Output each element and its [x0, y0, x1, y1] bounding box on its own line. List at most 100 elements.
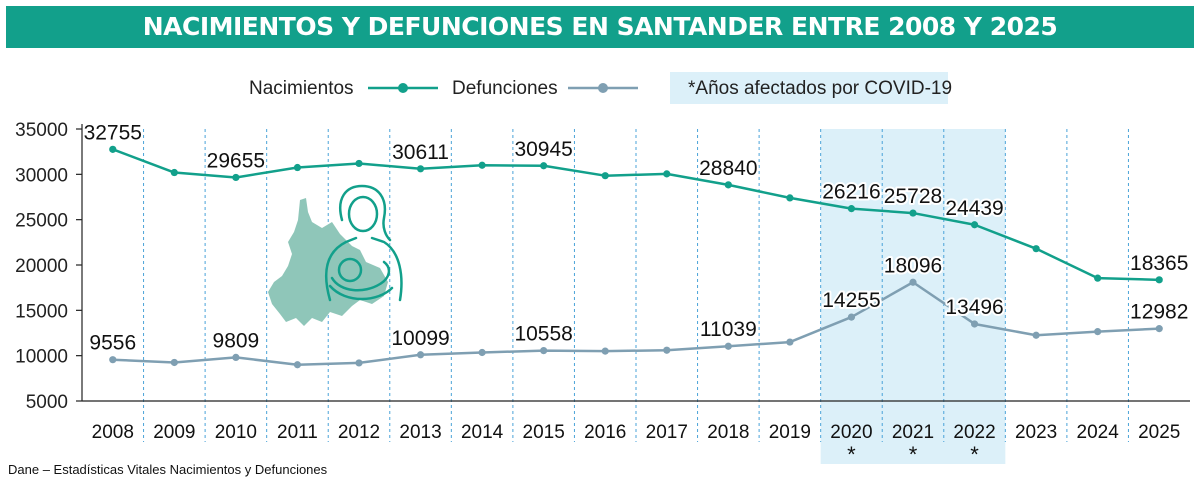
point-defunciones-2015 [540, 347, 548, 355]
legend-marker-defunciones [598, 83, 608, 93]
y-tick-label: 10000 [15, 347, 68, 368]
point-defunciones-2016 [601, 347, 609, 355]
data-label-defunciones-2022: 13496 [945, 296, 1003, 319]
x-tick-label-2012: 2012 [338, 422, 380, 443]
point-nacimientos-2011 [293, 163, 302, 172]
x-tick-label-2017: 2017 [646, 422, 688, 443]
y-tick-label: 35000 [15, 120, 68, 141]
point-nacimientos-2020 [847, 205, 856, 213]
covid-note-box [670, 72, 948, 104]
point-defunciones-2008 [109, 356, 117, 364]
x-tick-label-2010: 2010 [215, 422, 257, 443]
data-label-defunciones-2010: 9809 [213, 329, 260, 352]
point-defunciones-2025 [1155, 325, 1163, 333]
point-nacimientos-2016 [601, 172, 609, 180]
point-nacimientos-2010 [232, 173, 240, 182]
covid-marker-2021: * [909, 442, 918, 467]
data-label-nacimientos-2025: 18365 [1130, 252, 1188, 275]
x-tick-label-2023: 2023 [1015, 422, 1057, 443]
legend: Nacimientos Defunciones *Años afectados … [249, 72, 952, 104]
data-label-nacimientos-2021: 25728 [884, 185, 942, 208]
y-tick-label: 30000 [15, 165, 68, 186]
x-tick-label-2016: 2016 [584, 422, 626, 443]
x-tick-label-2025: 2025 [1138, 422, 1180, 443]
point-nacimientos-2009 [170, 168, 178, 177]
data-label-defunciones-2015: 10558 [514, 323, 572, 346]
x-tick-label-2011: 2011 [277, 422, 318, 443]
data-label-nacimientos-2013: 30611 [392, 141, 449, 164]
mother-body [324, 236, 403, 302]
y-tick-label: 20000 [15, 256, 68, 277]
series-lines [112, 148, 1160, 366]
series-line-nacimientos [112, 148, 1160, 282]
y-tick-label: 15000 [15, 301, 68, 322]
series-line-defunciones [112, 281, 1160, 366]
axis-layer: * * * 35000 30000 25000 20000 15000 10000 5000 200… [15, 120, 1190, 467]
point-defunciones-2021 [909, 278, 917, 286]
x-tick-label-2008: 2008 [92, 422, 134, 443]
data-points [109, 145, 1163, 369]
point-defunciones-2010 [232, 353, 240, 361]
point-nacimientos-2019 [786, 194, 794, 202]
data-label-nacimientos-2010: 29655 [207, 149, 265, 172]
data-label-nacimientos-2015: 30945 [514, 138, 572, 161]
point-nacimientos-2025 [1155, 276, 1163, 284]
point-defunciones-2009 [170, 358, 178, 367]
point-nacimientos-2022 [970, 221, 979, 229]
x-tick-label-2014: 2014 [461, 422, 504, 443]
data-label-defunciones-2020: 14255 [822, 289, 880, 312]
x-tick-label-2013: 2013 [399, 422, 441, 443]
data-label-defunciones-2025: 12982 [1130, 301, 1188, 324]
point-nacimientos-2024 [1094, 274, 1102, 282]
source-note: Dane – Estadísticas Vitales Nacimientos … [8, 462, 328, 477]
point-nacimientos-2018 [724, 181, 732, 189]
chart-title: NACIMIENTOS Y DEFUNCIONES EN SANTANDER E… [142, 12, 1058, 41]
legend-marker-nacimientos [398, 83, 408, 93]
baby-head [337, 257, 363, 283]
point-nacimientos-2017 [663, 170, 671, 178]
data-label-defunciones-2018: 11039 [700, 318, 757, 341]
point-defunciones-2023 [1032, 331, 1040, 339]
data-label-defunciones-2008: 9556 [89, 332, 136, 355]
mother-baby-icon [324, 184, 403, 302]
covid-note: *Años afectados por COVID-19 [688, 78, 952, 99]
point-defunciones-2017 [663, 346, 671, 354]
x-tick-label-2015: 2015 [523, 422, 565, 443]
data-label-nacimientos-2008: 32755 [84, 121, 142, 144]
x-tick-label-2020: 2020 [830, 422, 872, 443]
point-defunciones-2022 [970, 320, 979, 328]
baby-arm-cradle [328, 260, 394, 301]
point-defunciones-2018 [724, 342, 732, 350]
data-labels: 32755 29655 30611 30945 28840 26216 2572824439… [82, 119, 1191, 356]
x-tick-label-2022: 2022 [953, 422, 995, 443]
point-nacimientos-2023 [1032, 245, 1040, 253]
data-label-nacimientos-2020: 26216 [822, 181, 880, 204]
x-tick-label-2018: 2018 [707, 422, 749, 443]
covid-marker-2020: * [847, 442, 856, 467]
covid-band-layer [820, 129, 1006, 464]
mother-hair [339, 184, 392, 242]
y-tick-label: 5000 [26, 392, 68, 413]
covid-band [820, 129, 1006, 464]
y-tick-label: 25000 [15, 211, 68, 232]
point-nacimientos-2013 [416, 165, 425, 173]
data-label-defunciones-2021: 18096 [884, 254, 942, 277]
legend-label-defunciones: Defunciones [452, 78, 558, 99]
point-defunciones-2013 [416, 351, 425, 359]
data-label-nacimientos-2018: 28840 [699, 157, 757, 180]
x-tick-label-2009: 2009 [153, 422, 195, 443]
mother-face [347, 195, 379, 233]
point-defunciones-2019 [786, 338, 794, 346]
data-label-nacimientos-2022: 24439 [945, 197, 1003, 220]
point-defunciones-2024 [1094, 328, 1102, 336]
point-defunciones-2012 [355, 359, 363, 367]
point-nacimientos-2014 [478, 161, 486, 169]
point-defunciones-2014 [478, 348, 486, 357]
point-nacimientos-2021 [909, 209, 917, 217]
x-tick-label-2019: 2019 [769, 422, 811, 443]
title-bar: NACIMIENTOS Y DEFUNCIONES EN SANTANDER E… [6, 6, 1194, 48]
legend-label-nacimientos: Nacimientos [249, 78, 354, 99]
point-nacimientos-2008 [109, 145, 117, 153]
point-nacimientos-2015 [540, 162, 548, 170]
